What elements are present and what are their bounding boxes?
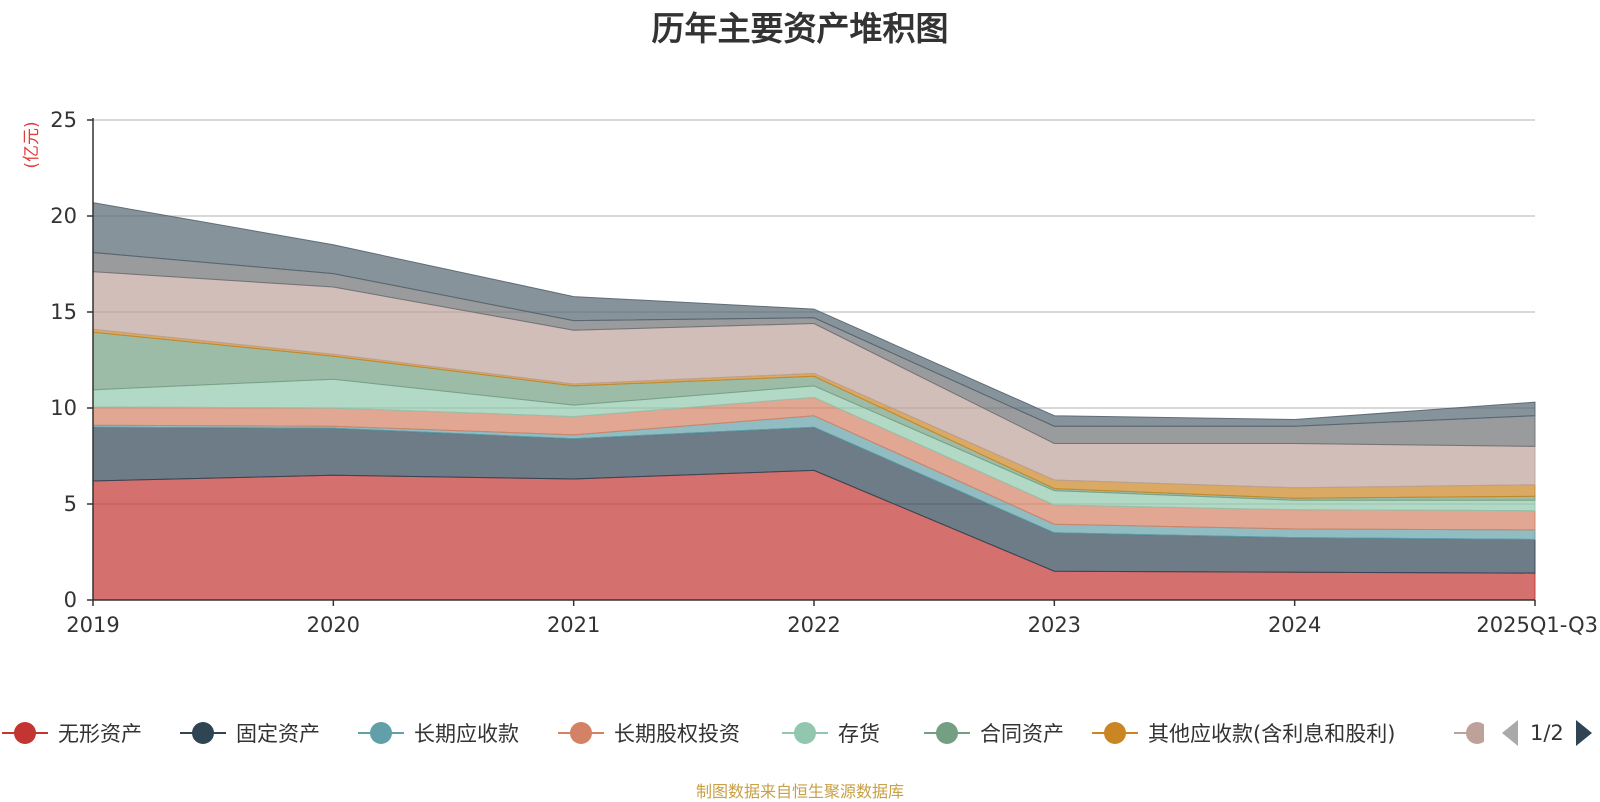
legend-marker-icon	[924, 722, 970, 744]
legend-marker-icon	[558, 722, 604, 744]
y-tick-label: 20	[50, 204, 77, 228]
x-tick-label: 2021	[547, 613, 600, 637]
legend-label: 其他应收款(含利息和股利)	[1148, 722, 1396, 746]
y-tick-label: 10	[50, 396, 77, 420]
legend-item[interactable]: 长期应收款	[356, 713, 519, 753]
legend-item[interactable]: 其他应收款(含利息和股利)	[1090, 713, 1395, 753]
legend-item[interactable]: 长期股权投资	[556, 713, 740, 753]
legend-marker-icon	[180, 722, 226, 744]
x-tick-label: 2019	[66, 613, 119, 637]
legend-pager: 1/2	[1500, 713, 1594, 753]
y-axis-unit-label: (亿元)	[22, 121, 42, 168]
legend-marker-icon	[1092, 722, 1138, 744]
legend-label: 固定资产	[236, 722, 320, 746]
legend-item[interactable]: 无形资产	[0, 713, 142, 753]
y-tick-label: 0	[64, 588, 77, 612]
legend-item[interactable]: 合同资产	[922, 713, 1064, 753]
legend-item[interactable]: 存货	[780, 713, 880, 753]
area-layer	[92, 202, 1536, 601]
legend-marker-icon	[782, 722, 828, 744]
legend: 无形资产 固定资产 长期应收款 长期股权投资 存货 合同资产 其他应收款(含利息和股利)	[0, 713, 1600, 753]
legend-label: 长期股权投资	[614, 722, 740, 746]
source-note: 制图数据来自恒生聚源数据库	[695, 782, 904, 801]
legend-label: 合同资产	[980, 722, 1064, 746]
legend-item[interactable]	[1452, 713, 1484, 753]
area-series-9[interactable]	[92, 202, 1536, 427]
legend-label: 存货	[838, 722, 880, 746]
legend-next-icon[interactable]	[1574, 718, 1594, 748]
legend-marker-icon	[1454, 722, 1484, 744]
y-tick-label: 15	[50, 300, 77, 324]
y-tick-label: 25	[50, 108, 77, 132]
legend-label: 长期应收款	[414, 722, 519, 746]
legend-marker-icon	[2, 722, 48, 744]
chart-canvas: 0 5 10 15 20 25 2019 2020 2021 2022 2023 2024 2025Q…	[22, 108, 1598, 637]
x-tick-label: 2022	[787, 613, 840, 637]
legend-marker-icon	[358, 722, 404, 744]
y-tick-label: 5	[64, 492, 77, 516]
x-tick-label: 2020	[307, 613, 360, 637]
axis-layer: 2019 2020 2021 2022 2023 2024 2025Q1-Q3	[66, 118, 1598, 637]
legend-page-indicator: 1/2	[1530, 721, 1564, 745]
legend-item[interactable]: 固定资产	[178, 713, 320, 753]
x-tick-label: 2023	[1028, 613, 1081, 637]
legend-prev-icon[interactable]	[1500, 718, 1520, 748]
x-tick-label: 2025Q1-Q3	[1476, 613, 1598, 637]
x-tick-label: 2024	[1268, 613, 1321, 637]
chart-title: 历年主要资产堆积图	[651, 9, 949, 48]
legend-label: 无形资产	[58, 722, 142, 746]
